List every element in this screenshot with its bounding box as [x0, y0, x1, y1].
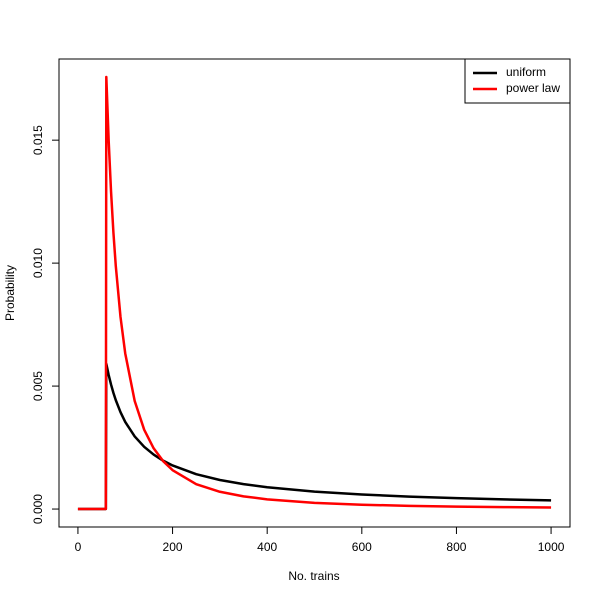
x-tick-label: 800 — [446, 540, 466, 554]
legend-label: uniform — [506, 65, 546, 79]
legend-label: power law — [506, 81, 560, 95]
x-tick-label: 200 — [163, 540, 183, 554]
x-tick-label: 400 — [257, 540, 277, 554]
y-tick-label: 0.000 — [31, 494, 45, 524]
x-axis-label: No. trains — [288, 569, 339, 583]
plot-box — [58, 58, 571, 528]
x-tick-label: 0 — [75, 540, 82, 554]
y-tick-label: 0.005 — [31, 371, 45, 401]
data-line — [77, 75, 552, 511]
x-tick-label: 600 — [352, 540, 372, 554]
x-tick-label: 1000 — [538, 540, 565, 554]
data-line — [77, 362, 552, 511]
y-axis-label: Probability — [3, 265, 17, 321]
y-tick-label: 0.010 — [31, 248, 45, 278]
y-tick-label: 0.015 — [31, 125, 45, 155]
legend-box — [464, 58, 571, 104]
